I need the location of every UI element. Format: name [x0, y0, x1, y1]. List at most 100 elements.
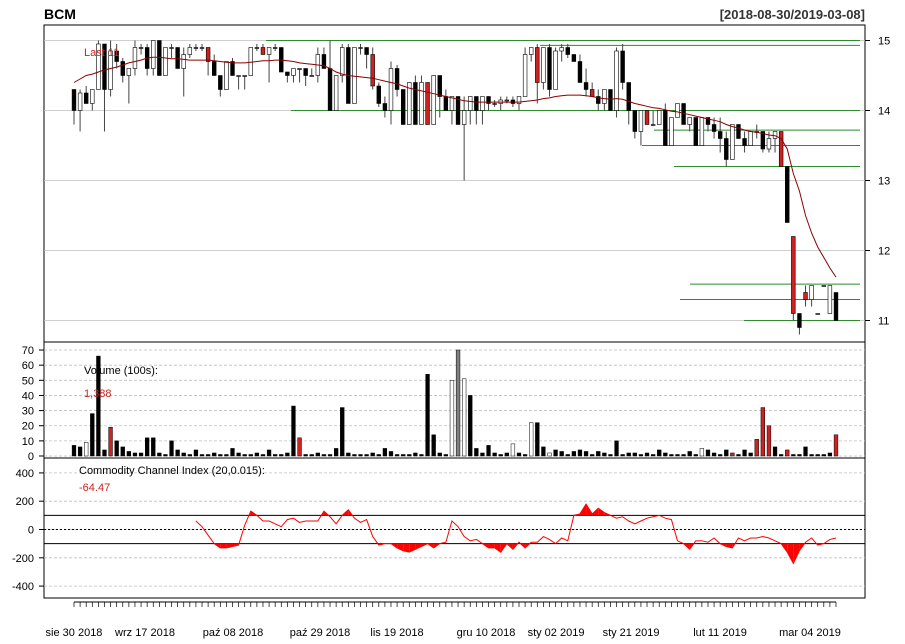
volume-bar	[431, 434, 436, 457]
candle-body	[96, 43, 101, 90]
volume-bar	[236, 452, 241, 457]
volume-bar	[309, 454, 314, 457]
price-candles	[71, 40, 839, 335]
candle-body	[419, 82, 424, 125]
candle-body	[833, 292, 839, 321]
volume-bar	[553, 449, 558, 457]
volume-bar	[602, 452, 607, 457]
candle-body	[589, 89, 595, 97]
volume-bar	[559, 451, 564, 457]
price-panel	[43, 24, 866, 343]
candle-body	[516, 96, 522, 104]
volume-bar	[547, 452, 552, 457]
volume-bar	[388, 451, 394, 457]
volume-bar	[675, 454, 680, 457]
volume-bar	[809, 454, 814, 457]
candle-body	[565, 47, 570, 55]
price-tick-label: 15	[878, 36, 890, 48]
volume-bar	[644, 452, 650, 457]
candle-body	[559, 47, 564, 52]
candle-body	[455, 96, 461, 125]
volume-bar	[449, 380, 455, 457]
candle-body	[711, 124, 717, 132]
volume-bar	[382, 448, 388, 457]
candle-body	[77, 92, 83, 111]
volume-bar	[778, 454, 784, 457]
candle-body	[114, 50, 119, 62]
candle-body	[413, 82, 418, 125]
volume-bar	[742, 449, 747, 457]
cci-y-ticks: 400 200 0 -200 -400	[12, 468, 44, 593]
candle-body	[821, 285, 826, 287]
volume-bar	[169, 440, 174, 457]
x-tick-label: paź 29 2018	[290, 627, 351, 639]
volume-bar	[279, 454, 284, 457]
price-y-ticks: 15 14 13 12 11	[865, 36, 890, 328]
candle-body	[699, 117, 705, 146]
candle-body	[169, 47, 174, 49]
candle-body	[254, 47, 260, 49]
volume-y-ticks: 70 60 50 40 30 20 10 0	[22, 345, 44, 463]
candle-body	[468, 96, 473, 111]
volume-bar	[468, 395, 473, 457]
cci-panel	[43, 457, 866, 599]
cci-extreme-fill	[787, 543, 794, 564]
volume-bar	[212, 452, 217, 457]
candle-body	[577, 61, 583, 83]
price-tick-label: 12	[878, 246, 890, 258]
candle-body	[535, 47, 540, 83]
volume-bar	[803, 446, 808, 457]
volume-bar	[260, 454, 266, 457]
volume-bar	[248, 454, 253, 457]
candle-body	[400, 89, 406, 125]
candle-body	[748, 131, 753, 146]
candle-body	[90, 89, 95, 104]
candle-body	[742, 138, 747, 146]
volume-bar	[590, 454, 595, 457]
volume-tick-label: 30	[22, 406, 34, 418]
candle-body	[632, 110, 638, 132]
cci-extreme-fill	[793, 543, 800, 564]
volume-bar	[608, 454, 613, 457]
volume-bar	[620, 454, 625, 457]
volume-bar	[120, 446, 125, 457]
candle-body	[663, 110, 668, 146]
volume-bar	[498, 454, 503, 457]
candle-body	[650, 124, 656, 126]
candle-body	[717, 131, 723, 139]
volume-bar	[96, 355, 101, 457]
candle-body	[260, 47, 266, 55]
cci-tick-label: -400	[12, 581, 34, 593]
candle-body	[675, 103, 680, 118]
volume-bar	[315, 452, 320, 457]
volume-bar	[730, 452, 735, 457]
volume-bar	[535, 422, 540, 457]
volume-bar	[187, 454, 192, 457]
volume-bar	[242, 454, 247, 457]
candle-body	[157, 40, 162, 76]
candle-body	[370, 54, 375, 87]
volume-bar	[736, 454, 741, 457]
volume-bar	[71, 445, 77, 457]
cci-extreme-fill	[409, 543, 416, 553]
candle-body	[827, 285, 833, 314]
x-tick-label: sie 30 2018	[46, 627, 103, 639]
candle-body	[644, 110, 650, 125]
volume-bar	[181, 452, 186, 457]
x-tick-label: gru 10 2018	[457, 627, 516, 639]
candle-body	[205, 47, 211, 62]
candle-body	[340, 47, 345, 76]
candle-body	[480, 96, 485, 111]
cci-extreme-fill	[397, 543, 404, 551]
volume-bar	[175, 449, 180, 457]
x-tick-label: sty 21 2019	[603, 627, 660, 639]
volume-bar	[474, 448, 479, 457]
volume-bar	[437, 452, 442, 457]
candle-body	[388, 68, 394, 111]
last-price-label: Last 11	[84, 47, 119, 59]
volume-bar	[724, 449, 729, 457]
volume-bar	[230, 448, 235, 457]
volume-bar	[718, 454, 723, 457]
cci-grid	[44, 472, 865, 587]
volume-grid	[44, 349, 865, 457]
